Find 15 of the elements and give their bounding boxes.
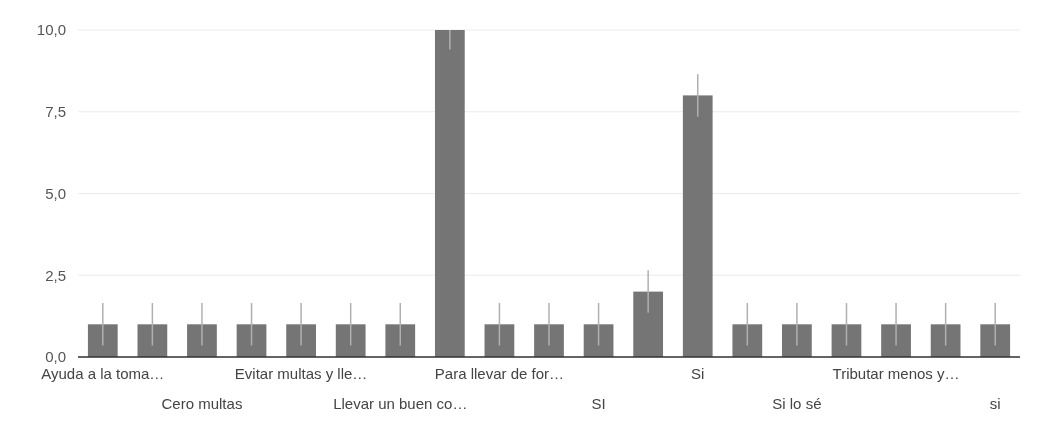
x-tick-label: Si lo sé	[772, 395, 822, 412]
y-tick-label: 2,5	[45, 266, 66, 284]
x-tick-label: Tributar menos y…	[832, 365, 960, 382]
y-tick-label: 0,0	[45, 348, 66, 366]
y-tick-label: 7,5	[45, 103, 66, 120]
x-tick-label: Ayuda a la toma…	[41, 365, 165, 382]
x-tick-label: si	[989, 395, 1001, 412]
x-tick-label: Evitar multas y lle…	[234, 365, 368, 382]
x-tick-label: SI	[591, 395, 606, 412]
x-tick-label: Cero multas	[161, 395, 243, 412]
x-tick-label: Para llevar de for…	[434, 365, 565, 382]
y-tick-label: 5,0	[45, 184, 66, 202]
y-tick-label: 10,0	[36, 21, 66, 39]
x-tick-label: Llevar un buen co…	[333, 395, 468, 412]
x-tick-label: Si	[691, 365, 705, 382]
